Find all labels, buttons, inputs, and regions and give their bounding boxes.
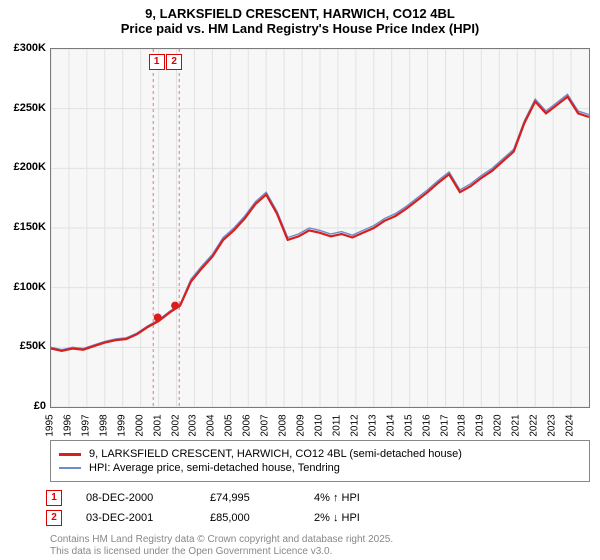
x-axis-label: 2016: [421, 411, 432, 441]
transaction-row: 1 08-DEC-2000 £74,995 4% ↑ HPI: [46, 490, 394, 506]
x-axis-label: 2011: [331, 411, 342, 441]
transaction-date: 08-DEC-2000: [86, 492, 186, 504]
y-axis-label: £50K: [20, 340, 46, 352]
x-axis-label: 2010: [314, 411, 325, 441]
x-axis-label: 1995: [45, 411, 56, 441]
transaction-delta: 2% ↓ HPI: [314, 512, 394, 524]
credits: Contains HM Land Registry data © Crown c…: [50, 534, 393, 558]
transaction-price: £74,995: [210, 492, 290, 504]
transactions-table: 1 08-DEC-2000 £74,995 4% ↑ HPI 2 03-DEC-2001 £…: [46, 486, 394, 530]
x-axis-label: 2001: [152, 411, 163, 441]
title-line-1: 9, LARKSFIELD CRESCENT, HARWICH, CO12 4B…: [0, 6, 600, 21]
x-axis-label: 2023: [547, 411, 558, 441]
x-axis-label: 2000: [134, 411, 145, 441]
y-axis-label: £250K: [14, 102, 46, 114]
y-axis-label: £100K: [14, 281, 46, 293]
x-axis-label: 1996: [62, 411, 73, 441]
x-axis-label: 2019: [475, 411, 486, 441]
transaction-row: 2 03-DEC-2001 £85,000 2% ↓ HPI: [46, 510, 394, 526]
legend-swatch: [59, 453, 81, 456]
x-axis-label: 2015: [403, 411, 414, 441]
x-axis-label: 2020: [493, 411, 504, 441]
x-axis-label: 2007: [260, 411, 271, 441]
transaction-date: 03-DEC-2001: [86, 512, 186, 524]
callout-marker: 1: [149, 54, 165, 70]
credit-line-1: Contains HM Land Registry data © Crown c…: [50, 534, 393, 546]
transaction-marker: 2: [46, 510, 62, 526]
y-axis-label: £200K: [14, 161, 46, 173]
x-axis-label: 2013: [367, 411, 378, 441]
x-axis-label: 2022: [529, 411, 540, 441]
chart-title-block: 9, LARKSFIELD CRESCENT, HARWICH, CO12 4B…: [0, 0, 600, 36]
chart-svg: [51, 49, 589, 407]
legend: 9, LARKSFIELD CRESCENT, HARWICH, CO12 4B…: [50, 440, 590, 482]
transaction-delta: 4% ↑ HPI: [314, 492, 394, 504]
chart-plot-area: [50, 48, 590, 408]
y-axis-label: £300K: [14, 42, 46, 54]
callout-marker: 2: [166, 54, 182, 70]
legend-label: HPI: Average price, semi-detached house,…: [89, 462, 340, 474]
x-axis-label: 2002: [170, 411, 181, 441]
x-axis-label: 2009: [296, 411, 307, 441]
credit-line-2: This data is licensed under the Open Gov…: [50, 546, 393, 558]
title-line-2: Price paid vs. HM Land Registry's House …: [0, 21, 600, 36]
x-axis-label: 2003: [188, 411, 199, 441]
legend-swatch: [59, 467, 81, 469]
x-axis-label: 2004: [206, 411, 217, 441]
x-axis-label: 2006: [242, 411, 253, 441]
x-axis-label: 2017: [439, 411, 450, 441]
x-axis-label: 2018: [457, 411, 468, 441]
x-axis-label: 1999: [116, 411, 127, 441]
x-axis-label: 2024: [565, 411, 576, 441]
legend-label: 9, LARKSFIELD CRESCENT, HARWICH, CO12 4B…: [89, 448, 462, 460]
y-axis-label: £150K: [14, 221, 46, 233]
x-axis-label: 2008: [278, 411, 289, 441]
legend-row: HPI: Average price, semi-detached house,…: [59, 462, 581, 474]
transaction-marker: 1: [46, 490, 62, 506]
x-axis-label: 1998: [98, 411, 109, 441]
x-axis-label: 2012: [349, 411, 360, 441]
transaction-price: £85,000: [210, 512, 290, 524]
x-axis-label: 2014: [385, 411, 396, 441]
x-axis-label: 1997: [80, 411, 91, 441]
legend-row: 9, LARKSFIELD CRESCENT, HARWICH, CO12 4B…: [59, 448, 581, 460]
x-axis-label: 2021: [511, 411, 522, 441]
x-axis-label: 2005: [224, 411, 235, 441]
